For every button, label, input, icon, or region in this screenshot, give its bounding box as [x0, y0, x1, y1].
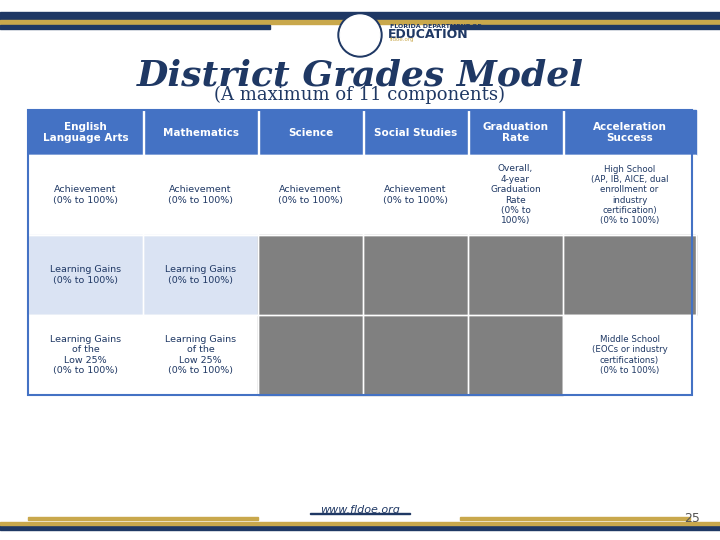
- Bar: [363, 155, 468, 235]
- Bar: [363, 315, 468, 395]
- Bar: [28, 315, 143, 395]
- Bar: [28, 155, 143, 235]
- Text: Social Studies: Social Studies: [374, 127, 457, 138]
- Text: FLORIDA DEPARTMENT OF: FLORIDA DEPARTMENT OF: [390, 24, 482, 29]
- Bar: [363, 110, 468, 155]
- Text: Mathematics: Mathematics: [163, 127, 238, 138]
- Bar: [143, 235, 258, 315]
- Bar: [450, 25, 720, 29]
- Text: Learning Gains
(0% to 100%): Learning Gains (0% to 100%): [165, 265, 236, 285]
- Bar: [143, 315, 258, 395]
- Bar: [563, 235, 696, 315]
- Text: District Grades Model: District Grades Model: [137, 58, 583, 92]
- Text: (A maximum of 11 components): (A maximum of 11 components): [215, 86, 505, 104]
- Bar: [143, 315, 258, 395]
- Bar: [468, 235, 563, 315]
- Text: Achievement
(0% to 100%): Achievement (0% to 100%): [278, 185, 343, 205]
- Bar: [0, 20, 720, 24]
- Bar: [468, 155, 563, 235]
- Text: Achievement
(0% to 100%): Achievement (0% to 100%): [383, 185, 448, 205]
- Text: www.fldoe.org: www.fldoe.org: [320, 505, 400, 515]
- Bar: [258, 315, 363, 395]
- Bar: [563, 110, 564, 155]
- Bar: [563, 155, 696, 235]
- Text: English
Language Arts: English Language Arts: [42, 122, 128, 143]
- Text: Learning Gains
(0% to 100%): Learning Gains (0% to 100%): [50, 265, 121, 285]
- Text: Overall,
4-year
Graduation
Rate
(0% to
100%): Overall, 4-year Graduation Rate (0% to 1…: [490, 165, 541, 226]
- Bar: [258, 315, 363, 395]
- Text: Achievement
(0% to 100%): Achievement (0% to 100%): [53, 185, 118, 205]
- Bar: [563, 315, 696, 395]
- Bar: [258, 155, 363, 235]
- Bar: [143, 235, 258, 315]
- Bar: [258, 110, 259, 155]
- Bar: [468, 315, 563, 395]
- Text: Learning Gains
of the
Low 25%
(0% to 100%): Learning Gains of the Low 25% (0% to 100…: [50, 335, 121, 375]
- Bar: [363, 155, 468, 235]
- Text: Achievement
(0% to 100%): Achievement (0% to 100%): [168, 185, 233, 205]
- Bar: [28, 315, 143, 395]
- Bar: [258, 110, 363, 155]
- Bar: [460, 517, 690, 520]
- Text: Graduation
Rate: Graduation Rate: [482, 122, 549, 143]
- Text: fldoe.org: fldoe.org: [390, 37, 415, 43]
- Bar: [563, 110, 696, 155]
- Bar: [363, 235, 468, 315]
- Bar: [258, 235, 363, 315]
- Circle shape: [338, 13, 382, 57]
- Bar: [563, 235, 696, 315]
- Bar: [28, 235, 143, 315]
- Bar: [468, 235, 563, 315]
- Text: Learning Gains
of the
Low 25%
(0% to 100%): Learning Gains of the Low 25% (0% to 100…: [165, 335, 236, 375]
- Bar: [28, 110, 692, 395]
- Bar: [143, 110, 258, 155]
- Bar: [28, 110, 143, 155]
- Text: Acceleration
Success: Acceleration Success: [593, 122, 667, 143]
- Bar: [0, 25, 270, 29]
- Text: EDUCATION: EDUCATION: [388, 28, 469, 40]
- Bar: [0, 522, 720, 525]
- Bar: [468, 315, 563, 395]
- Bar: [143, 155, 258, 235]
- Bar: [363, 235, 468, 315]
- Bar: [468, 110, 563, 155]
- Text: 25: 25: [684, 511, 700, 524]
- Bar: [468, 110, 469, 155]
- Circle shape: [340, 15, 380, 55]
- Bar: [468, 155, 563, 235]
- Bar: [258, 235, 363, 315]
- Text: High School
(AP, IB, AICE, dual
enrollment or
industry
certification)
(0% to 100: High School (AP, IB, AICE, dual enrollme…: [590, 165, 668, 226]
- Bar: [0, 525, 720, 530]
- Bar: [0, 12, 720, 20]
- Bar: [28, 155, 143, 235]
- Bar: [363, 110, 364, 155]
- Text: Science: Science: [288, 127, 333, 138]
- Bar: [28, 517, 258, 520]
- Bar: [563, 155, 696, 235]
- Bar: [28, 235, 143, 315]
- Bar: [143, 155, 258, 235]
- Bar: [143, 110, 144, 155]
- Bar: [363, 315, 468, 395]
- Bar: [310, 513, 410, 514]
- Bar: [258, 155, 363, 235]
- Text: Middle School
(EOCs or industry
certifications)
(0% to 100%): Middle School (EOCs or industry certific…: [592, 335, 667, 375]
- Bar: [563, 315, 696, 395]
